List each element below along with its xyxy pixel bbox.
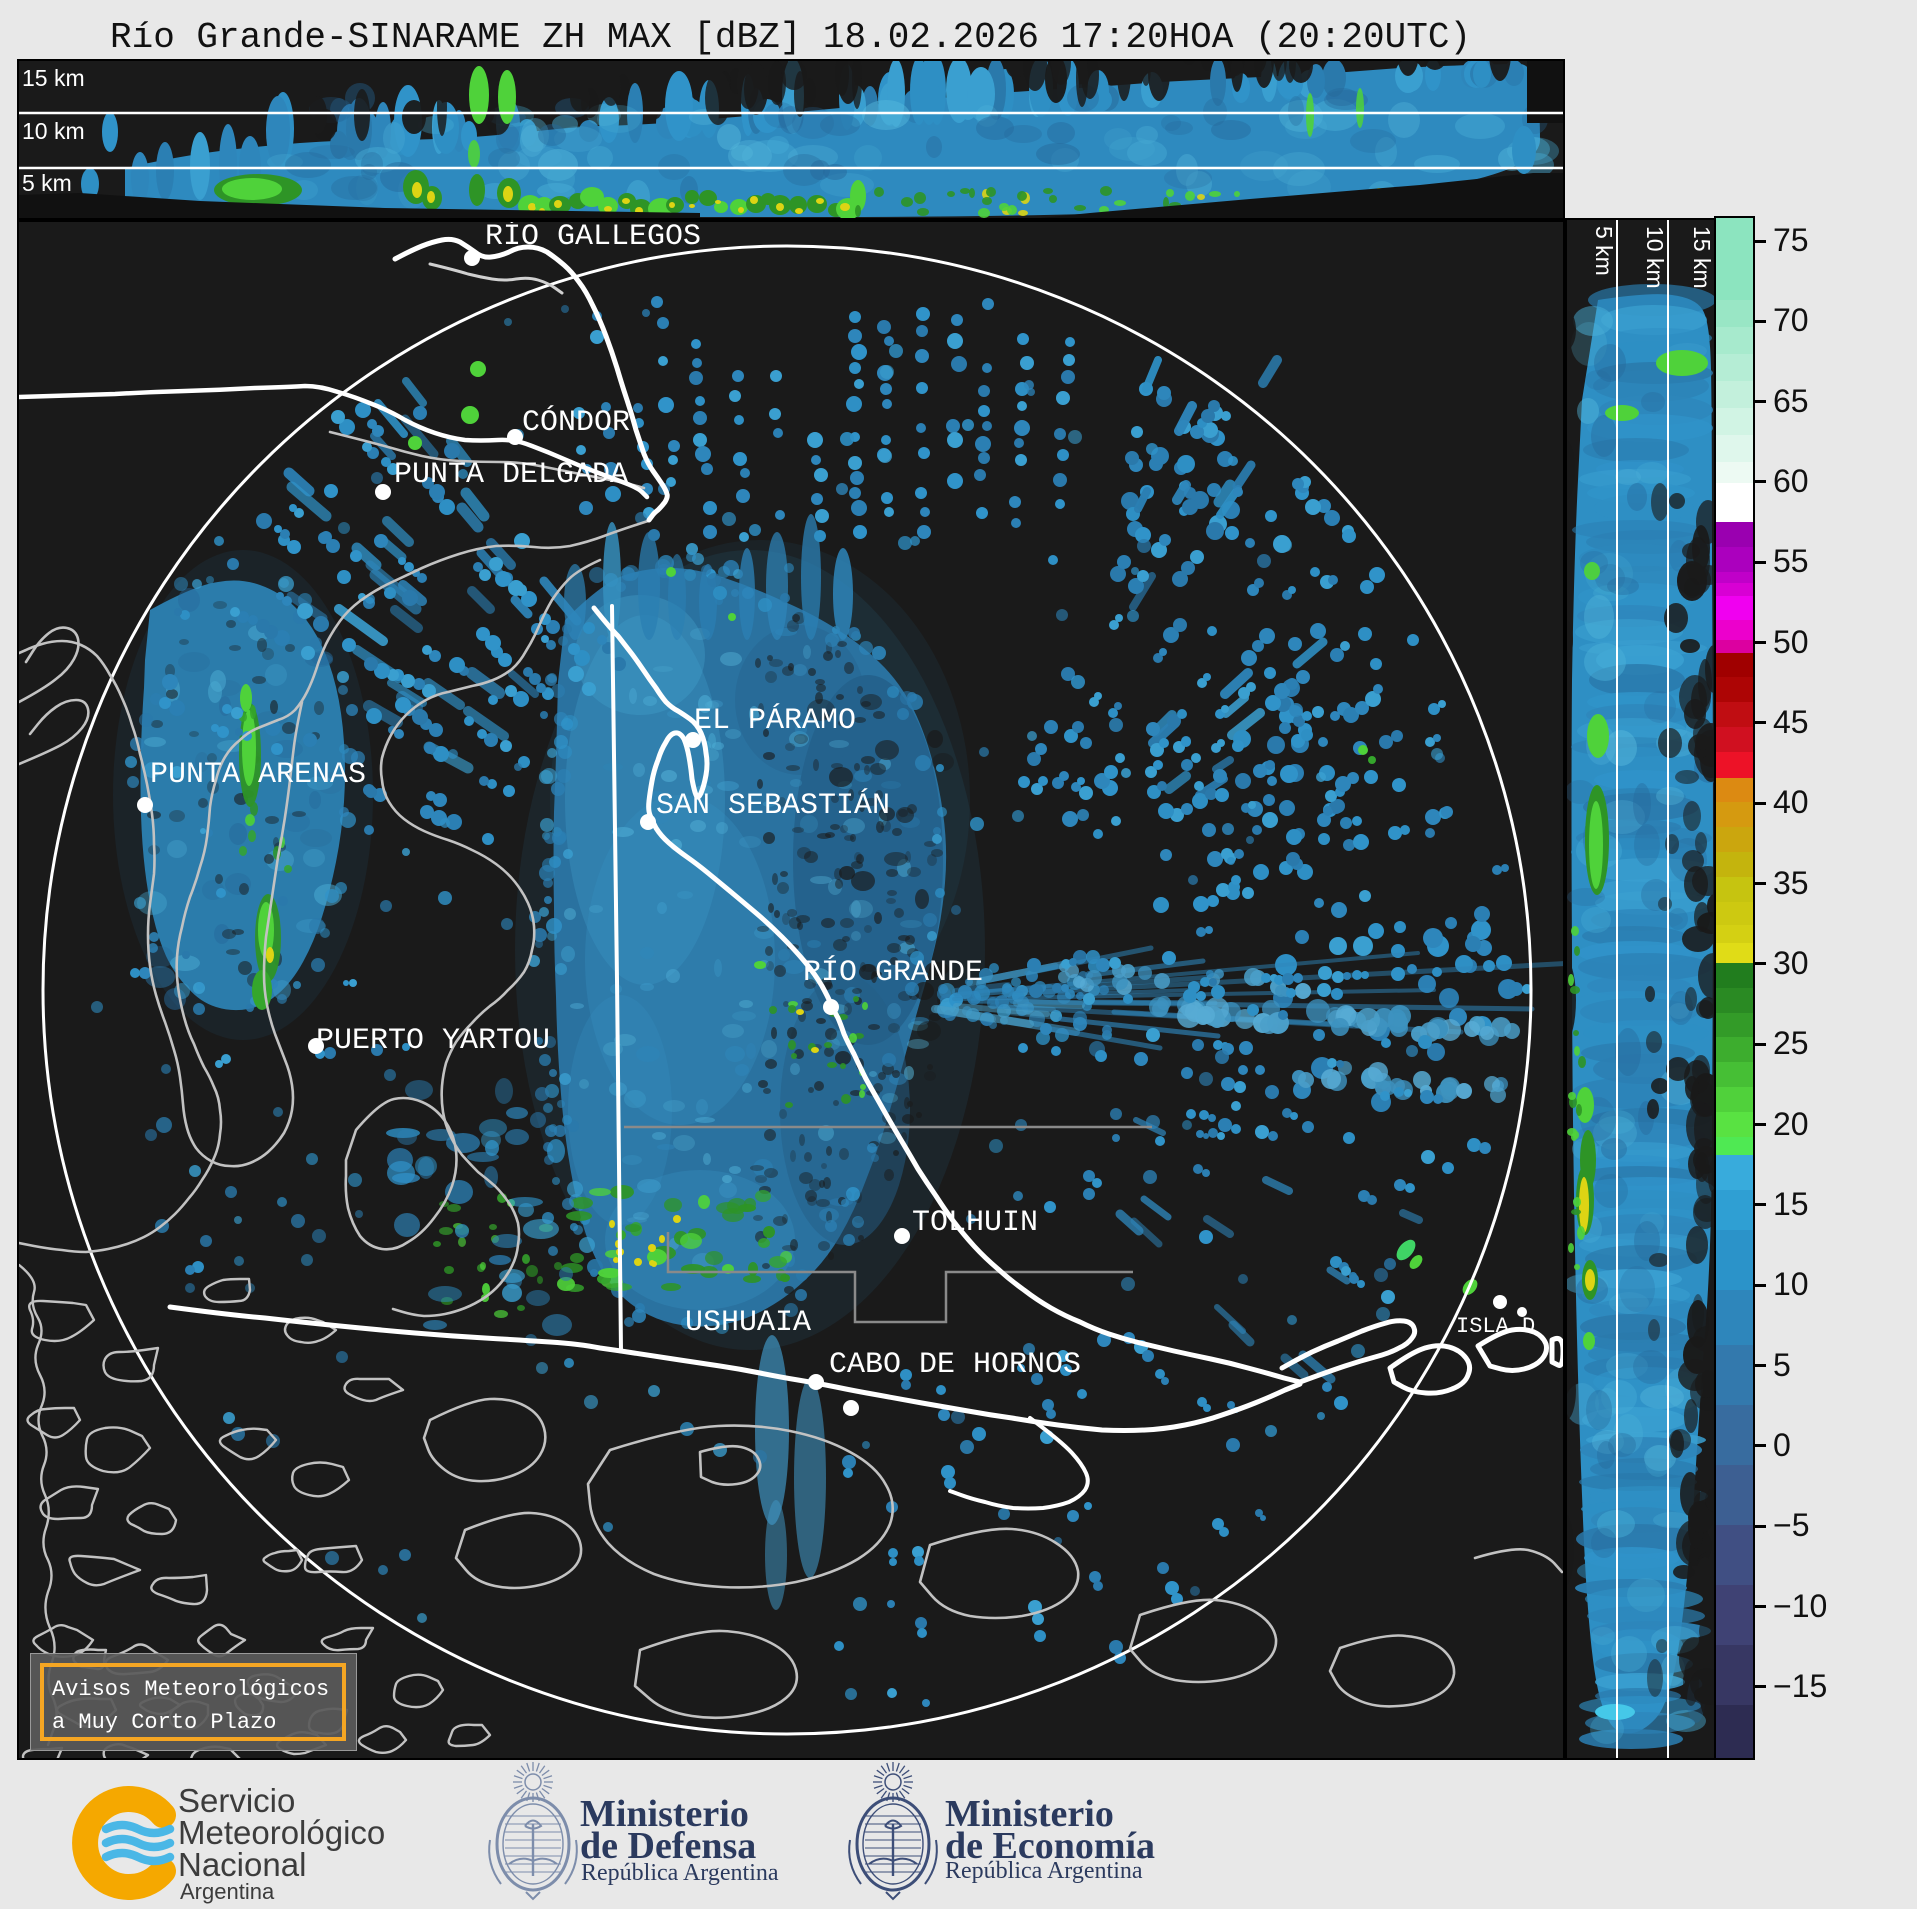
svg-text:5 km: 5 km xyxy=(1591,226,1617,276)
svg-text:República Argentina: República Argentina xyxy=(945,1858,1143,1884)
svg-text:TOLHUIN: TOLHUIN xyxy=(912,1206,1038,1240)
svg-text:15 km: 15 km xyxy=(1689,226,1715,289)
svg-text:10 km: 10 km xyxy=(1642,226,1668,289)
svg-text:de Defensa: de Defensa xyxy=(580,1825,756,1867)
svg-text:Argentina: Argentina xyxy=(180,1879,275,1904)
svg-text:USHUAIA: USHUAIA xyxy=(685,1306,811,1340)
svg-text:5 km: 5 km xyxy=(22,170,72,196)
svg-text:Servicio: Servicio xyxy=(178,1782,295,1819)
svg-text:10 km: 10 km xyxy=(22,118,85,144)
svg-text:República Argentina: República Argentina xyxy=(581,1860,779,1886)
svg-text:CABO DE HORNOS: CABO DE HORNOS xyxy=(829,1348,1081,1382)
svg-text:ISLA D: ISLA D xyxy=(1456,1314,1535,1339)
svg-text:RÍO GALLEGOS: RÍO GALLEGOS xyxy=(485,219,701,254)
svg-text:PUNTA ARENAS: PUNTA ARENAS xyxy=(150,758,366,792)
svg-text:EL PÁRAMO: EL PÁRAMO xyxy=(694,703,856,738)
svg-text:Ministerio: Ministerio xyxy=(945,1793,1114,1835)
svg-text:PUNTA DELGADA: PUNTA DELGADA xyxy=(394,458,628,492)
svg-text:CÓNDOR: CÓNDOR xyxy=(522,405,630,440)
svg-text:RÍO GRANDE: RÍO GRANDE xyxy=(803,955,983,990)
svg-text:PUERTO YARTOU: PUERTO YARTOU xyxy=(316,1024,550,1058)
svg-text:Ministerio: Ministerio xyxy=(580,1793,749,1835)
svg-text:15 km: 15 km xyxy=(22,65,85,91)
svg-text:SAN SEBASTIÁN: SAN SEBASTIÁN xyxy=(656,788,890,823)
svg-text:Meteorológico: Meteorológico xyxy=(178,1814,385,1851)
svg-text:Nacional: Nacional xyxy=(178,1846,306,1883)
svg-text:de Economía: de Economía xyxy=(945,1825,1155,1867)
